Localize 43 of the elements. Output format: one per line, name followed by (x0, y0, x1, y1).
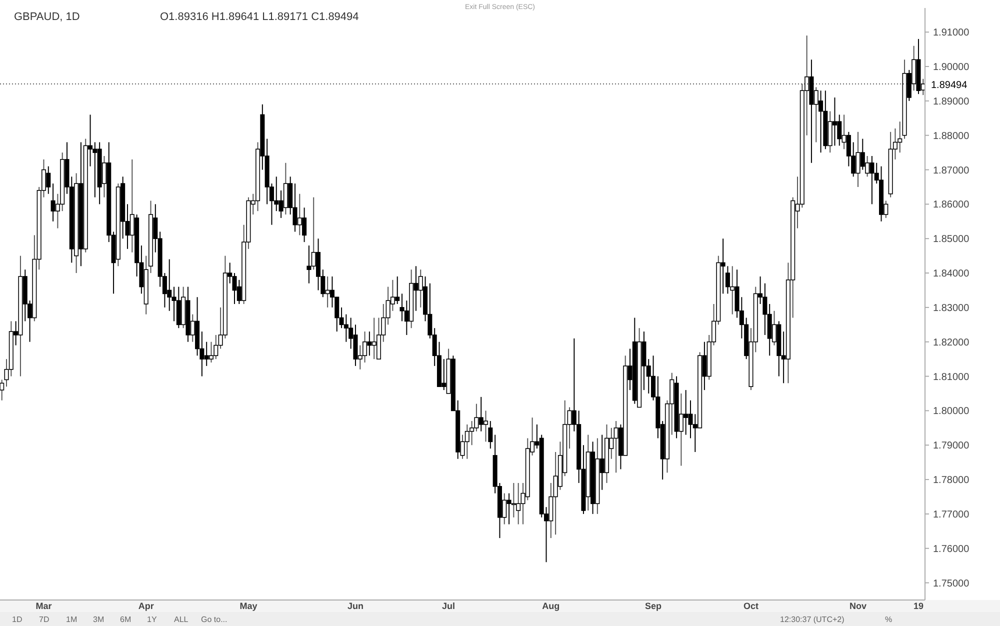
x-tick-label: Nov (849, 601, 867, 611)
text: 12:30:37 (UTC+2) (780, 615, 845, 624)
text: 7D (39, 615, 50, 624)
chart-title: GBPAUD, 1D (14, 11, 80, 23)
y-tick-label: 1.79000 (933, 440, 970, 452)
chart-subtitle: O1.89316 H1.89641 L1.89171 C1.89494 (160, 11, 359, 23)
y-tick-label: 1.76000 (933, 544, 970, 555)
y-tick-label: 1.83000 (933, 302, 970, 314)
y-tick-label: 1.75000 (933, 578, 970, 590)
text: 6M (120, 615, 132, 624)
x-tick-label: May (240, 601, 258, 611)
y-tick-label: 1.85000 (933, 234, 970, 246)
x-tick-label: Jun (347, 601, 364, 611)
y-tick-label: 1.78000 (933, 475, 970, 486)
y-tick-label: 1.86000 (933, 200, 970, 211)
y-tick-label: 1.88000 (933, 130, 970, 142)
text: 1D (12, 615, 22, 624)
candlestick (488, 420, 493, 450)
x-tick-label: Jul (442, 601, 456, 611)
x-tick-label: Apr (138, 601, 154, 611)
y-tick-label: 1.90000 (933, 62, 970, 74)
text: % (885, 615, 892, 624)
y-tick-label: 1.89000 (933, 96, 970, 108)
text: Go to... (201, 615, 228, 624)
ref-line-label: 1.89494 (931, 80, 968, 91)
x-tick-label: Mar (36, 601, 52, 611)
y-tick-label: 1.80000 (933, 406, 970, 418)
text: 3M (93, 615, 104, 624)
x-tick-label: Aug (542, 601, 560, 611)
y-tick-label: 1.84000 (933, 268, 970, 280)
text: 1Y (147, 615, 158, 624)
candlestick (208, 341, 214, 364)
text: 1M (66, 615, 78, 624)
y-tick-label: 1.87000 (933, 165, 970, 176)
x-tick-label: Oct (743, 601, 758, 611)
y-tick-label: 1.81000 (933, 372, 970, 383)
y-tick-label: 1.82000 (933, 337, 970, 348)
x-tick-label: 19 (913, 601, 924, 611)
candlestick (0, 379, 4, 401)
y-tick-label: 1.77000 (933, 509, 970, 520)
y-tick-label: 1.91000 (933, 28, 970, 39)
text: ALL (174, 615, 189, 624)
x-tick-label: Sep (645, 601, 662, 611)
